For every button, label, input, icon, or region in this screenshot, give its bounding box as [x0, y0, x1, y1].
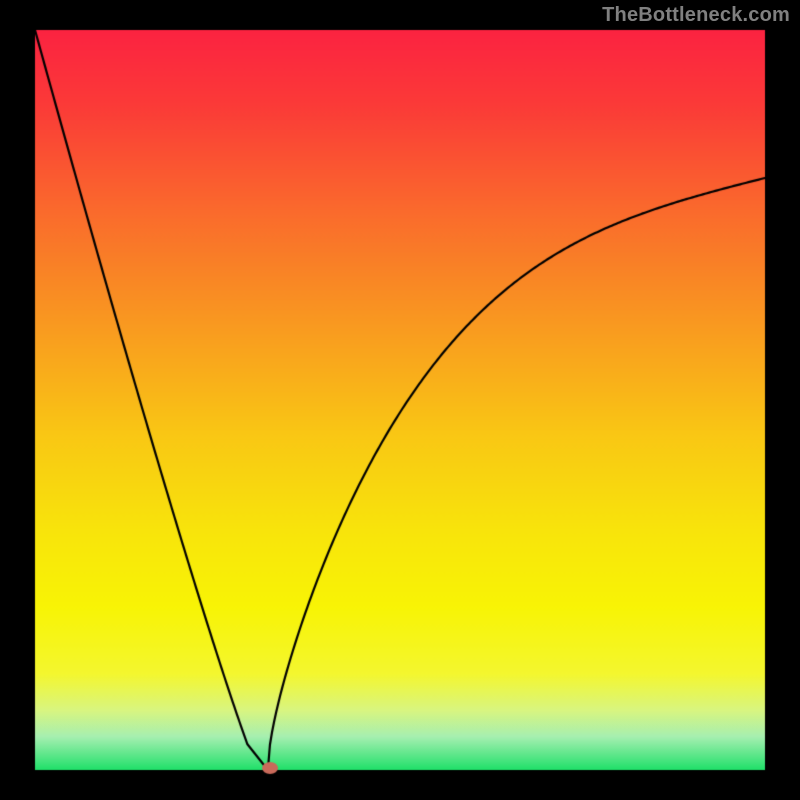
- watermark-label: TheBottleneck.com: [602, 4, 790, 27]
- bottleneck-chart-canvas: [0, 0, 800, 800]
- chart-wrapper: TheBottleneck.com: [0, 0, 800, 800]
